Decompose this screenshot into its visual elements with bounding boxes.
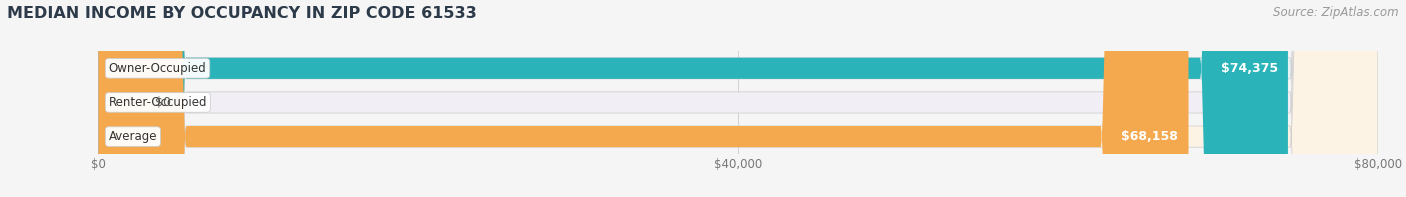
FancyBboxPatch shape — [98, 0, 1188, 197]
Text: $74,375: $74,375 — [1220, 62, 1278, 75]
FancyBboxPatch shape — [98, 0, 1378, 197]
Text: $68,158: $68,158 — [1122, 130, 1178, 143]
FancyBboxPatch shape — [98, 0, 1288, 197]
Text: Renter-Occupied: Renter-Occupied — [108, 96, 207, 109]
FancyBboxPatch shape — [98, 0, 139, 197]
Text: Source: ZipAtlas.com: Source: ZipAtlas.com — [1274, 6, 1399, 19]
Text: Owner-Occupied: Owner-Occupied — [108, 62, 207, 75]
Text: Average: Average — [108, 130, 157, 143]
FancyBboxPatch shape — [98, 0, 1378, 197]
Text: MEDIAN INCOME BY OCCUPANCY IN ZIP CODE 61533: MEDIAN INCOME BY OCCUPANCY IN ZIP CODE 6… — [7, 6, 477, 21]
FancyBboxPatch shape — [98, 0, 1378, 197]
Text: $0: $0 — [155, 96, 170, 109]
